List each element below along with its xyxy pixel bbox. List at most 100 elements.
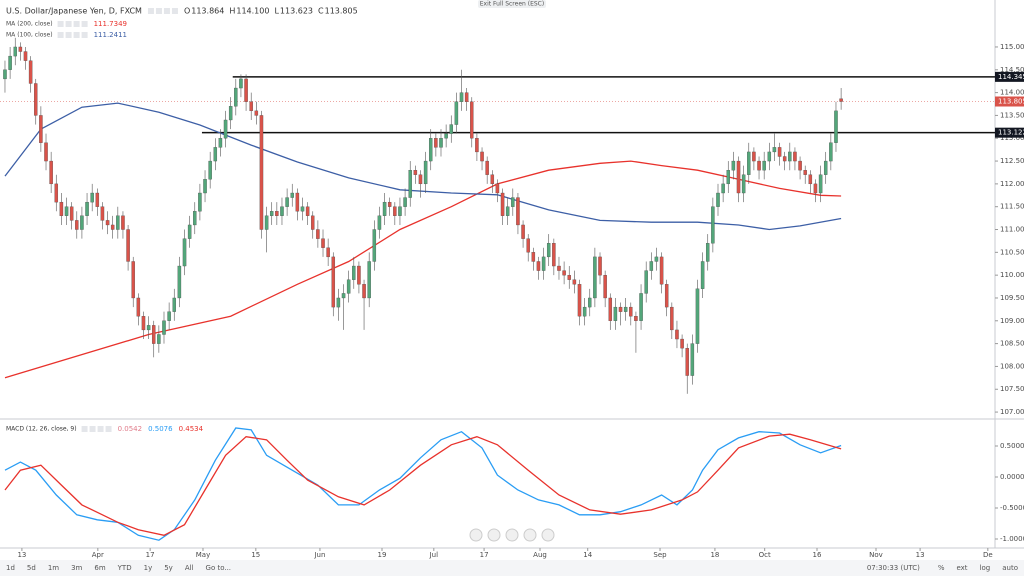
legend-icon[interactable] — [81, 21, 88, 27]
candle-body — [664, 284, 669, 308]
candle-body — [818, 174, 823, 194]
legend-icon[interactable] — [65, 21, 72, 27]
legend-icon[interactable] — [57, 21, 64, 27]
candle-body — [731, 160, 736, 171]
range-button[interactable]: 5d — [27, 564, 36, 572]
legend-icon[interactable] — [73, 21, 80, 27]
candle-body — [151, 325, 156, 344]
legend-icon[interactable] — [89, 426, 96, 432]
range-button[interactable]: 5y — [164, 564, 173, 572]
ma-legend-name: MA (200, close) — [6, 21, 53, 28]
option-button[interactable]: log — [980, 564, 991, 572]
candle-body — [228, 106, 233, 121]
option-button[interactable]: % — [938, 564, 945, 572]
range-button[interactable]: 3m — [71, 564, 82, 572]
ma-legend-value: 111.7349 — [94, 20, 127, 28]
candle-body — [716, 192, 720, 207]
candle-body — [290, 192, 294, 198]
range-button[interactable]: 1d — [6, 564, 15, 572]
legend-icon[interactable] — [105, 426, 112, 432]
level-label-bg — [995, 71, 1024, 82]
legend-icon[interactable] — [57, 32, 64, 38]
candle-body — [823, 160, 828, 175]
y-tick-label: 0.0000 — [1000, 473, 1024, 481]
candle-body — [526, 238, 530, 253]
candle-body — [562, 270, 566, 276]
macd-line — [4, 427, 842, 541]
option-button[interactable]: ext — [956, 564, 967, 572]
x-tick-label: Jun — [313, 551, 325, 559]
x-tick-label: Apr — [92, 551, 104, 559]
legend-icon[interactable] — [163, 8, 170, 14]
candle-body — [141, 316, 146, 331]
candle-body — [793, 151, 797, 162]
y-tick-label: -0.5000 — [1000, 504, 1024, 512]
legend-icon[interactable] — [155, 8, 162, 14]
zoom-out[interactable] — [469, 528, 483, 542]
candle-body — [680, 338, 684, 349]
candle-body — [475, 138, 479, 153]
candle-body — [326, 247, 330, 258]
candle-body — [711, 206, 715, 244]
scroll-right[interactable] — [523, 528, 537, 542]
y-tick-label: 107.000 — [1000, 408, 1024, 416]
candle-body — [798, 160, 802, 171]
candle-body — [757, 160, 761, 171]
candle-body — [126, 229, 130, 262]
candle-body — [654, 256, 659, 262]
candle-body — [777, 147, 782, 157]
clock: 07:30:33 (UTC) — [867, 564, 920, 572]
range-button[interactable]: 6m — [94, 564, 105, 572]
exit-button-bg[interactable] — [478, 0, 546, 8]
candle-body — [244, 78, 248, 102]
x-tick-label: Nov — [869, 551, 883, 559]
legend-icon[interactable] — [65, 32, 72, 38]
legend-icon[interactable] — [81, 32, 88, 38]
x-tick-label: 16 — [813, 551, 822, 559]
zoom-in[interactable] — [541, 528, 555, 542]
exit-button[interactable]: Exit Full Screen (ESC) — [480, 1, 544, 8]
candle-body — [300, 206, 305, 212]
y-tick-label: 114.000 — [1000, 89, 1024, 97]
option-button[interactable]: auto — [1002, 564, 1018, 572]
candle-body — [59, 201, 64, 216]
candle-body — [187, 224, 192, 239]
candle-body — [393, 206, 397, 216]
y-tick-label: 111.000 — [1000, 226, 1024, 234]
candle-body — [567, 275, 571, 280]
candle-body — [546, 243, 551, 258]
legend-value: 113.864 — [191, 7, 224, 16]
candle-body — [752, 151, 756, 162]
legend-icon[interactable] — [73, 32, 80, 38]
candle-body — [203, 179, 207, 194]
candle-body — [331, 256, 336, 308]
candle-body — [418, 174, 423, 185]
candle-body — [541, 256, 546, 271]
scroll-left[interactable] — [487, 528, 501, 542]
candle-body — [54, 183, 59, 203]
candle-body — [177, 265, 182, 299]
legend-icon[interactable] — [81, 426, 88, 432]
candle-body — [280, 206, 284, 216]
y-tick-label: 114.500 — [1000, 66, 1024, 74]
candle-body — [428, 138, 433, 162]
range-button[interactable]: Go to... — [206, 564, 232, 572]
range-button[interactable]: 1y — [144, 564, 153, 572]
candle-body — [516, 197, 520, 226]
candle-body — [167, 311, 171, 321]
reset[interactable] — [505, 528, 519, 542]
candle-body — [485, 160, 489, 175]
candle-body — [670, 306, 674, 331]
candle-body — [80, 215, 84, 230]
range-button[interactable]: All — [185, 564, 194, 572]
candle-body — [839, 98, 843, 102]
range-button[interactable]: 1m — [48, 564, 59, 572]
range-button[interactable]: YTD — [117, 564, 132, 572]
candle-body — [454, 101, 459, 125]
legend-icon[interactable] — [147, 8, 154, 14]
candle-body — [3, 69, 7, 80]
legend-icon[interactable] — [97, 426, 104, 432]
legend-icon[interactable] — [171, 8, 178, 14]
candle-body — [285, 197, 289, 207]
toolbar-bg — [0, 560, 1024, 576]
